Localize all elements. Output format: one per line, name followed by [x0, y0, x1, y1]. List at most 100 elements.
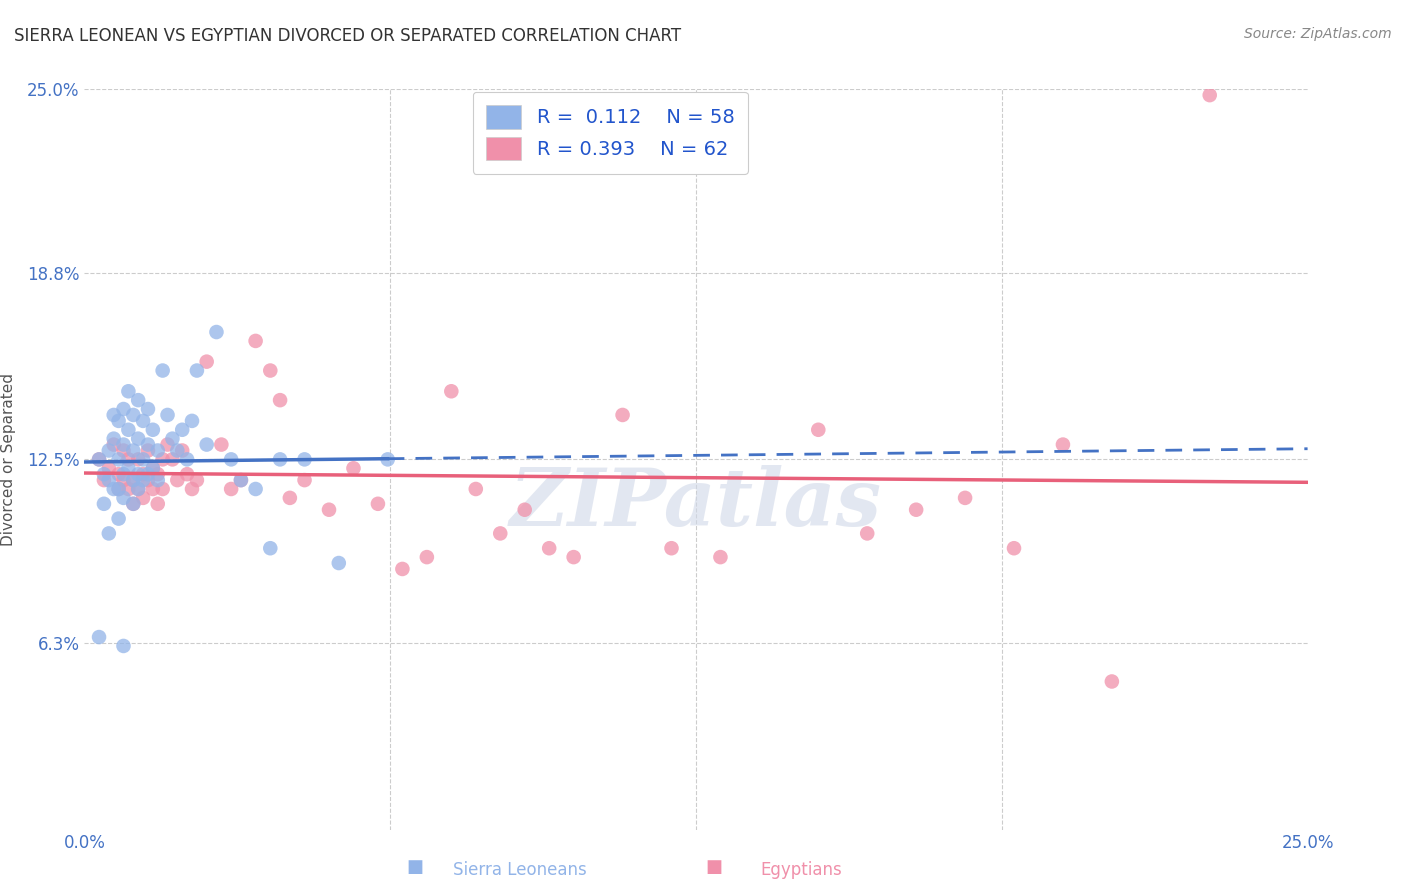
Point	[136, 437, 159, 451]
Point	[136, 473, 159, 487]
Point	[856, 526, 879, 541]
Point	[103, 432, 125, 446]
Point	[97, 473, 120, 487]
Point	[807, 423, 830, 437]
Point	[112, 467, 135, 482]
Y-axis label: Divorced or Separated: Divorced or Separated	[1, 373, 15, 546]
Point	[166, 473, 188, 487]
Point	[87, 630, 110, 644]
Text: Egyptians: Egyptians	[761, 861, 842, 879]
Point	[152, 363, 174, 377]
Point	[328, 556, 350, 570]
Point	[162, 452, 184, 467]
Point	[162, 432, 184, 446]
Text: ■: ■	[706, 858, 723, 876]
Point	[709, 550, 731, 565]
Point	[136, 402, 159, 417]
Point	[294, 473, 316, 487]
Point	[391, 562, 413, 576]
Point	[132, 467, 155, 482]
Point	[905, 502, 928, 516]
Point	[122, 497, 145, 511]
Point	[152, 482, 174, 496]
Point	[538, 541, 561, 556]
Point	[318, 502, 340, 516]
Text: SIERRA LEONEAN VS EGYPTIAN DIVORCED OR SEPARATED CORRELATION CHART: SIERRA LEONEAN VS EGYPTIAN DIVORCED OR S…	[14, 27, 681, 45]
Point	[342, 461, 364, 475]
Point	[93, 473, 115, 487]
Point	[1198, 88, 1220, 103]
Point	[195, 354, 218, 368]
Point	[1101, 674, 1123, 689]
Point	[294, 452, 316, 467]
Point	[103, 408, 125, 422]
Point	[122, 408, 145, 422]
Text: Sierra Leoneans: Sierra Leoneans	[453, 861, 588, 879]
Point	[87, 452, 110, 467]
Point	[953, 491, 976, 505]
Point	[112, 639, 135, 653]
Point	[127, 467, 149, 482]
Point	[229, 473, 252, 487]
Point	[122, 497, 145, 511]
Point	[259, 363, 281, 377]
Point	[117, 452, 139, 467]
Point	[132, 473, 155, 487]
Point	[259, 541, 281, 556]
Text: Source: ZipAtlas.com: Source: ZipAtlas.com	[1244, 27, 1392, 41]
Point	[152, 452, 174, 467]
Point	[146, 473, 169, 487]
Point	[97, 461, 120, 475]
Point	[278, 491, 301, 505]
Point	[209, 437, 232, 451]
Point	[97, 526, 120, 541]
Point	[166, 443, 188, 458]
Point	[122, 443, 145, 458]
Point	[107, 414, 129, 428]
Point	[562, 550, 585, 565]
Point	[127, 482, 149, 496]
Point	[146, 467, 169, 482]
Point	[107, 511, 129, 525]
Point	[93, 467, 115, 482]
Point	[176, 467, 198, 482]
Point	[93, 497, 115, 511]
Point	[117, 461, 139, 475]
Point	[127, 393, 149, 408]
Point	[176, 452, 198, 467]
Point	[142, 461, 165, 475]
Point	[464, 482, 486, 496]
Point	[117, 482, 139, 496]
Point	[186, 363, 208, 377]
Point	[245, 334, 267, 348]
Point	[142, 461, 165, 475]
Point	[103, 437, 125, 451]
Point	[122, 473, 145, 487]
Point	[186, 473, 208, 487]
Point	[181, 482, 204, 496]
Point	[132, 491, 155, 505]
Point	[612, 408, 634, 422]
Point	[136, 467, 159, 482]
Point	[132, 414, 155, 428]
Point	[156, 437, 179, 451]
Point	[112, 473, 135, 487]
Point	[142, 482, 165, 496]
Point	[229, 473, 252, 487]
Point	[132, 452, 155, 467]
Point	[146, 497, 169, 511]
Point	[117, 423, 139, 437]
Point	[1002, 541, 1025, 556]
Legend: R =  0.112    N = 58, R = 0.393    N = 62: R = 0.112 N = 58, R = 0.393 N = 62	[472, 92, 748, 174]
Point	[245, 482, 267, 496]
Point	[156, 408, 179, 422]
Point	[416, 550, 439, 565]
Point	[87, 452, 110, 467]
Point	[107, 482, 129, 496]
Point	[112, 402, 135, 417]
Text: ■: ■	[406, 858, 423, 876]
Point	[205, 325, 228, 339]
Point	[367, 497, 389, 511]
Point	[513, 502, 536, 516]
Point	[112, 437, 135, 451]
